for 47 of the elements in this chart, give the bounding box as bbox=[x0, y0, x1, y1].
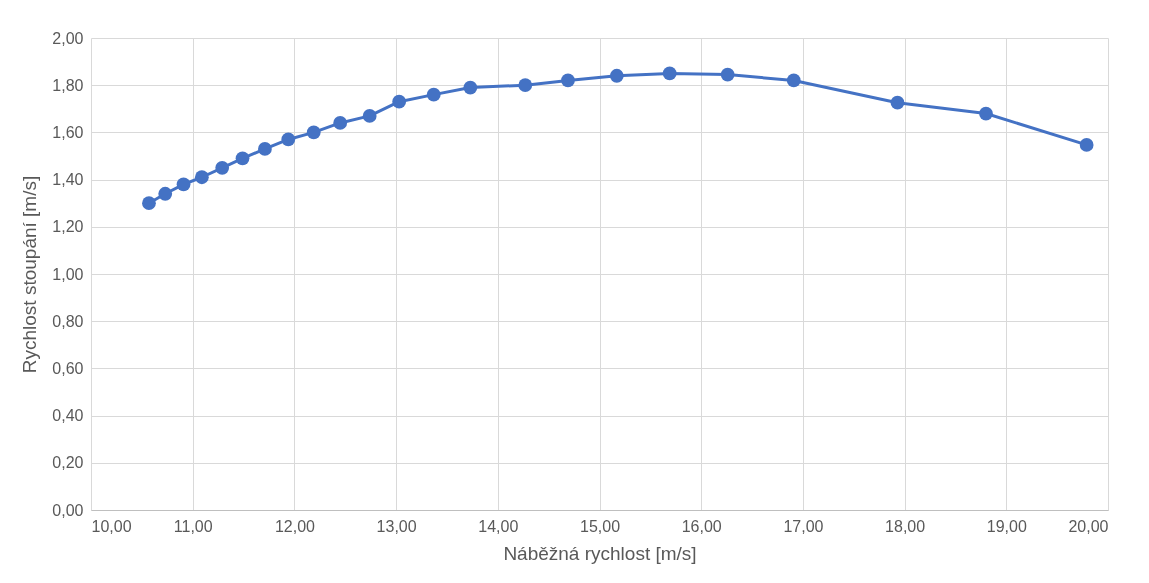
x-tick-label: 10,00 bbox=[91, 517, 132, 535]
y-tick-label: 2,00 bbox=[52, 29, 84, 47]
point bbox=[1079, 138, 1094, 152]
point bbox=[890, 95, 905, 110]
x-axis-title: Náběžná rychlost [m/s] bbox=[503, 542, 697, 564]
point bbox=[518, 78, 533, 93]
x-tick-label: 19,00 bbox=[986, 517, 1027, 535]
point bbox=[979, 106, 993, 121]
y-tick-label: 0,00 bbox=[52, 501, 84, 519]
point bbox=[306, 125, 321, 140]
x-tick-label: 20,00 bbox=[1068, 517, 1109, 535]
x-tick-label: 13,00 bbox=[376, 517, 417, 535]
point bbox=[426, 87, 441, 102]
x-tick-label: 17,00 bbox=[783, 517, 824, 535]
y-tick-label: 1,40 bbox=[52, 171, 84, 189]
y-tick-label: 1,00 bbox=[52, 265, 84, 283]
point bbox=[392, 94, 407, 109]
point bbox=[194, 170, 209, 185]
point bbox=[142, 196, 156, 211]
x-tick-label: 14,00 bbox=[478, 517, 519, 535]
y-tick-label: 1,20 bbox=[52, 218, 84, 236]
y-tick-label: 0,60 bbox=[52, 359, 84, 377]
y-tick-label: 1,60 bbox=[52, 123, 84, 141]
point bbox=[662, 66, 677, 81]
x-tick-label: 11,00 bbox=[173, 517, 213, 535]
point bbox=[362, 109, 377, 123]
point bbox=[281, 132, 296, 147]
y-tick-label: 0,20 bbox=[52, 454, 84, 472]
x-tick-label: 15,00 bbox=[579, 517, 621, 535]
x-tick-label: 18,00 bbox=[885, 517, 926, 535]
point bbox=[333, 116, 348, 130]
point bbox=[158, 186, 173, 201]
point bbox=[720, 67, 735, 82]
y-tick-label: 0,80 bbox=[52, 312, 84, 330]
point bbox=[215, 160, 230, 175]
y-tick-label: 1,80 bbox=[52, 76, 84, 94]
point bbox=[258, 142, 272, 156]
point bbox=[786, 73, 801, 88]
point bbox=[561, 73, 575, 88]
point bbox=[176, 177, 191, 192]
x-tick-label: 12,00 bbox=[274, 517, 316, 535]
point bbox=[609, 68, 624, 83]
y-axis-title: Rychlost stoupání [m/s] bbox=[19, 175, 41, 374]
point bbox=[463, 80, 478, 95]
point bbox=[235, 151, 250, 166]
x-tick-label: 16,00 bbox=[681, 517, 722, 535]
y-tick-label: 0,40 bbox=[52, 407, 84, 425]
